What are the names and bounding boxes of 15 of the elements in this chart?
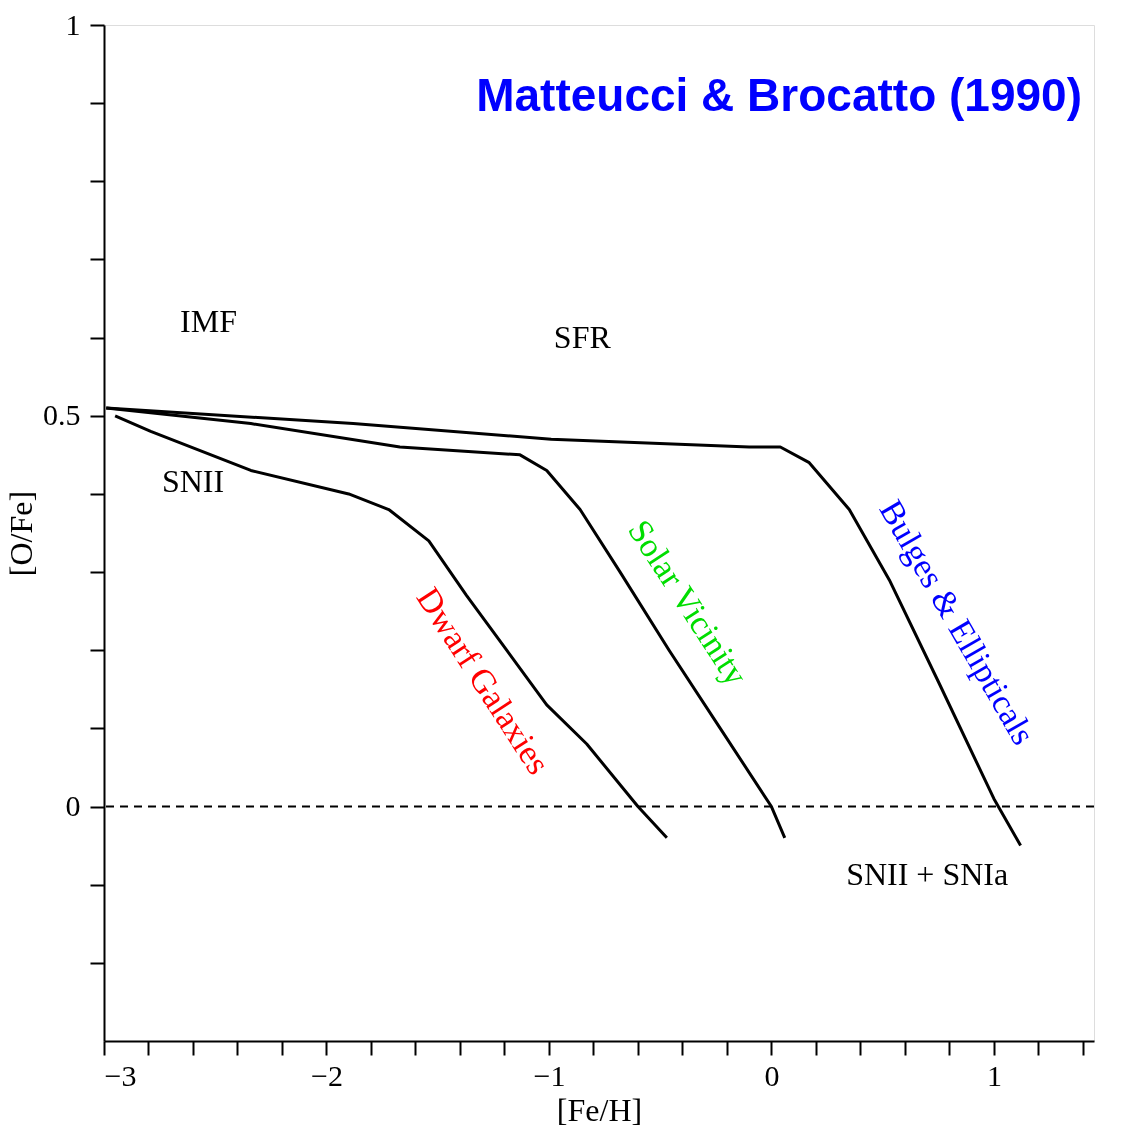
x-tick-label: −3 <box>104 1058 137 1092</box>
annotation: SNII + SNIa <box>846 856 1009 893</box>
text: Matteucci & Brocatto (1990) <box>476 69 1082 121</box>
y-tick-label: 1 <box>65 7 81 41</box>
y-axis-title: [O/Fe] <box>3 490 39 577</box>
y-tick-label: 0.5 <box>43 398 81 432</box>
x-tick-label: −2 <box>311 1058 343 1092</box>
x-tick-label: 1 <box>986 1058 1002 1092</box>
annotation: IMF <box>180 302 238 339</box>
x-axis-title: [Fe/H] <box>556 1091 643 1128</box>
y-tick-label: 0 <box>65 789 81 823</box>
x-tick-label: 0 <box>764 1058 780 1092</box>
annotation: SNII <box>161 463 225 500</box>
annotation: SFR <box>553 318 612 355</box>
x-tick-label: −1 <box>533 1058 566 1092</box>
